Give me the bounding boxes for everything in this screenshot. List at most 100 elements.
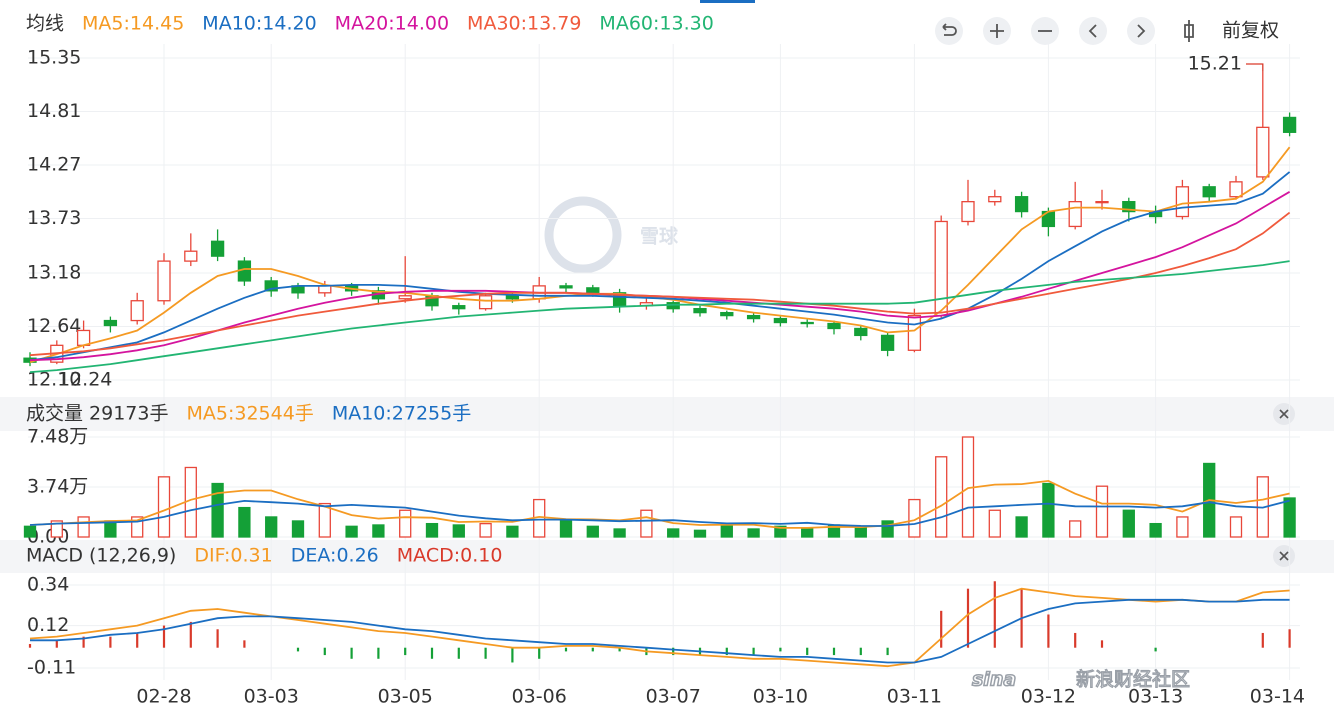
legend-item: 成交量 29173手	[26, 403, 168, 425]
volume-bar	[1095, 485, 1109, 538]
volume-bar	[479, 522, 492, 538]
undo-button[interactable]	[935, 17, 963, 45]
ma-line	[29, 499, 1290, 527]
y-tick-label: 13.73	[27, 207, 81, 229]
candle-body	[1282, 116, 1297, 133]
macd-header-bg	[0, 540, 1334, 573]
candle-body	[1256, 126, 1270, 178]
right-icon	[1137, 24, 1146, 38]
candle-body	[934, 220, 948, 317]
volume-bar	[104, 520, 117, 538]
legend-item: MA10:14.20	[202, 13, 316, 35]
volume-bar	[720, 524, 733, 538]
volume-bar	[1229, 516, 1243, 538]
x-tick-label: 03-03	[244, 686, 299, 708]
legend-item: MA5:32544手	[186, 403, 313, 425]
volume-bar	[265, 516, 278, 538]
volume-bar	[77, 516, 90, 538]
left-icon	[1088, 24, 1097, 38]
y-tick-label: -0.11	[27, 657, 76, 679]
candle-body	[693, 308, 707, 314]
volume-bar	[452, 524, 465, 538]
volume-bar	[693, 529, 707, 538]
candle-body	[800, 321, 814, 325]
candle-body	[452, 305, 466, 310]
x-tick-label: 03-12	[1021, 686, 1076, 708]
legend-item: MA20:14.00	[335, 13, 449, 35]
candle-body	[854, 327, 868, 337]
volume-bar	[157, 476, 171, 538]
volume-bar	[291, 520, 305, 538]
y-tick-label: 0.34	[27, 574, 69, 596]
candle-body	[505, 295, 520, 300]
candle-body	[880, 334, 895, 351]
volume-bar	[372, 524, 385, 538]
candle-body	[961, 201, 975, 223]
candle-body	[1122, 201, 1136, 213]
y-tick-label: 14.27	[27, 154, 81, 176]
candle-body	[559, 285, 573, 289]
annotation-line	[1246, 63, 1264, 72]
sina-logo: sina	[972, 669, 1016, 691]
volume-bar	[23, 525, 37, 538]
candle-body	[827, 322, 841, 330]
prev-button[interactable]	[1079, 17, 1107, 45]
candle-body	[988, 196, 1002, 203]
ma-line	[29, 171, 1291, 362]
x-tick-label: 02-28	[136, 686, 191, 708]
volume-bar	[399, 509, 412, 538]
volume-bar	[559, 520, 573, 538]
next-button[interactable]	[1127, 17, 1155, 45]
x-tick-label: 03-07	[646, 686, 701, 708]
sina-community: 新浪财经社区	[1076, 669, 1190, 691]
ma-line	[29, 211, 1291, 357]
legend-item: 均线	[26, 13, 64, 35]
candle-body	[1068, 201, 1082, 228]
volume-bar	[988, 509, 1001, 538]
volume-bar	[1069, 520, 1082, 538]
tab-indicator	[700, 0, 755, 3]
x-tick-label: 03-10	[753, 686, 808, 708]
volume-bar	[1149, 522, 1162, 538]
candle-body	[103, 319, 118, 327]
volume-bar	[586, 525, 599, 538]
candle-body	[1095, 201, 1109, 204]
x-tick-label: 03-06	[512, 686, 567, 708]
candle-body	[210, 240, 225, 257]
volume-bar	[935, 456, 948, 538]
candle-body	[1014, 196, 1029, 213]
volume-bar	[50, 520, 63, 538]
volume-bar	[1042, 482, 1055, 538]
y-tick-label: 0.12	[27, 614, 69, 636]
candle-body	[746, 314, 761, 320]
volume-header-bg	[0, 397, 1334, 431]
volume-bar	[425, 522, 439, 538]
legend-item: DEA:0.26	[291, 545, 379, 567]
candle-body	[130, 300, 144, 322]
candle-body	[264, 280, 278, 292]
volume-bar	[131, 516, 144, 538]
watermark: 雪球	[544, 196, 679, 274]
ma-line	[30, 598, 1290, 664]
volume-bar	[1176, 516, 1189, 538]
candle-body	[478, 295, 493, 310]
candle-body	[76, 329, 91, 346]
toolbar[interactable]: 前复权	[935, 17, 1279, 45]
close-icon	[1279, 409, 1289, 419]
close-icon	[1279, 551, 1289, 561]
y-tick-label: 7.48万	[27, 426, 88, 448]
volume-bar	[238, 506, 251, 538]
candle-body	[184, 250, 198, 262]
candle-icon[interactable]	[1184, 20, 1194, 42]
low-annotation: 12.24	[58, 369, 112, 391]
volume-bar	[667, 528, 680, 538]
volume-bar	[881, 520, 894, 538]
ma-line	[29, 260, 1290, 373]
adjust-button[interactable]: 前复权	[1222, 20, 1279, 42]
volume-bar	[801, 528, 814, 538]
plus-icon	[990, 24, 1004, 38]
y-tick-label: 3.74万	[27, 476, 88, 498]
watermark-text: 雪球	[640, 225, 679, 248]
candle-body	[1202, 186, 1216, 198]
